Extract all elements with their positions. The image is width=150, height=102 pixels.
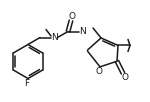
Text: O: O — [122, 73, 129, 82]
Text: O: O — [96, 67, 102, 76]
Text: O: O — [69, 12, 75, 21]
Text: F: F — [24, 79, 30, 88]
Text: N: N — [51, 33, 57, 42]
Text: N: N — [79, 27, 85, 36]
